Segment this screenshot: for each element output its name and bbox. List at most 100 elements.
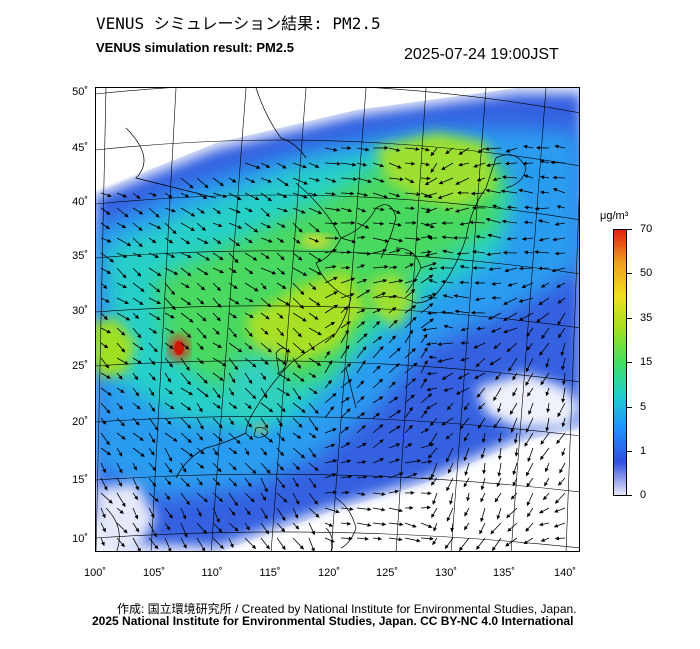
wind-arrow xyxy=(561,372,566,386)
wind-arrow xyxy=(292,267,308,276)
wind-arrow xyxy=(404,251,414,256)
wind-arrow xyxy=(372,248,387,254)
wind-arrow xyxy=(244,297,254,303)
wind-arrow xyxy=(518,297,534,303)
wind-arrow xyxy=(552,237,566,242)
wind-arrow xyxy=(100,282,108,289)
wind-arrow xyxy=(388,207,401,214)
colorbar-label-1: 1 xyxy=(640,445,647,457)
wind-arrow xyxy=(404,305,417,314)
colorbar-tick xyxy=(627,229,632,230)
wind-arrow xyxy=(276,507,286,521)
wind-arrow xyxy=(100,192,112,198)
wind-arrow xyxy=(244,492,255,503)
wind-arrow xyxy=(476,177,486,182)
wind-arrow xyxy=(340,521,352,526)
wind-arrow xyxy=(180,282,190,288)
wind-arrow xyxy=(244,162,261,169)
wind-arrow xyxy=(228,417,234,426)
wind-arrow xyxy=(484,146,502,151)
wind-arrow xyxy=(260,402,274,413)
wind-arrow xyxy=(164,357,174,368)
wind-arrow xyxy=(372,264,389,269)
colorbar-label-70: 70 xyxy=(640,223,653,235)
wind-arrow xyxy=(292,207,306,214)
wind-arrow xyxy=(100,477,108,491)
wind-arrow xyxy=(477,417,486,429)
wind-arrow xyxy=(463,522,470,531)
wind-arrow xyxy=(164,537,172,551)
wind-arrow xyxy=(228,432,241,444)
wind-arrow xyxy=(212,462,222,473)
wind-arrow xyxy=(196,252,211,261)
wind-arrow xyxy=(460,327,470,332)
wind-arrow xyxy=(525,522,534,532)
wind-arrow xyxy=(308,387,318,395)
colorbar-tick xyxy=(627,273,632,274)
wind-arrow xyxy=(450,522,455,532)
wind-arrow xyxy=(276,387,291,397)
wind-arrow xyxy=(100,417,107,425)
wind-arrow xyxy=(180,432,192,443)
wind-arrow xyxy=(116,207,129,218)
wind-arrow xyxy=(228,237,241,247)
wind-arrow xyxy=(196,417,204,430)
lon-tick-105: 105˚ xyxy=(142,567,166,579)
wind-arrow xyxy=(497,432,502,443)
wind-arrow xyxy=(561,387,566,403)
wind-arrow xyxy=(276,327,284,337)
wind-arrow xyxy=(180,537,187,549)
lon-tick-135: 135˚ xyxy=(492,567,516,579)
wind-arrow xyxy=(276,312,284,319)
wind-arrow xyxy=(512,462,518,476)
wind-arrow xyxy=(340,378,352,389)
wind-arrow xyxy=(507,282,518,287)
wind-arrow xyxy=(196,507,202,517)
wind-arrow xyxy=(388,307,397,314)
wind-arrow xyxy=(558,477,566,486)
wind-arrow xyxy=(388,222,402,227)
wind-arrow xyxy=(260,267,277,275)
wind-arrow xyxy=(196,492,208,503)
wind-arrow xyxy=(457,372,470,380)
wind-arrow xyxy=(164,522,171,531)
wind-arrow xyxy=(148,192,157,197)
wind-arrow xyxy=(372,278,388,284)
wind-arrow xyxy=(420,476,434,481)
wind-arrow xyxy=(244,507,251,516)
wind-arrow xyxy=(340,344,350,359)
wind-arrow xyxy=(308,237,320,243)
wind-arrow xyxy=(404,522,417,528)
wind-arrow xyxy=(164,237,174,244)
wind-arrow xyxy=(244,417,252,428)
wind-arrow xyxy=(404,406,413,419)
wind-arrow xyxy=(324,264,337,269)
wind-arrow xyxy=(479,522,486,535)
wind-arrow xyxy=(525,462,534,477)
wind-arrow xyxy=(356,207,367,213)
wind-arrow xyxy=(388,279,404,284)
wind-arrow xyxy=(132,357,142,364)
wind-arrow xyxy=(455,177,470,185)
colorbar-label-15: 15 xyxy=(640,356,653,368)
wind-arrow xyxy=(228,492,238,507)
wind-arrow xyxy=(356,264,365,269)
wind-arrow xyxy=(493,342,502,350)
wind-arrow xyxy=(132,507,139,520)
wind-arrow xyxy=(459,221,470,226)
wind-arrow xyxy=(148,447,155,456)
wind-arrow xyxy=(437,357,454,363)
lat-tick-25: 25˚ xyxy=(72,360,88,372)
wind-arrow xyxy=(501,219,518,224)
wind-arrow xyxy=(132,192,141,200)
wind-arrow xyxy=(324,321,336,329)
wind-arrow xyxy=(404,443,413,449)
wind-arrow xyxy=(244,357,257,368)
wind-arrow xyxy=(196,537,206,551)
wind-arrow xyxy=(404,424,413,434)
wind-arrow xyxy=(116,252,128,258)
wind-arrow xyxy=(116,402,123,410)
wind-arrow xyxy=(260,432,274,443)
wind-arrow xyxy=(260,237,273,243)
wind-arrow xyxy=(404,177,415,184)
